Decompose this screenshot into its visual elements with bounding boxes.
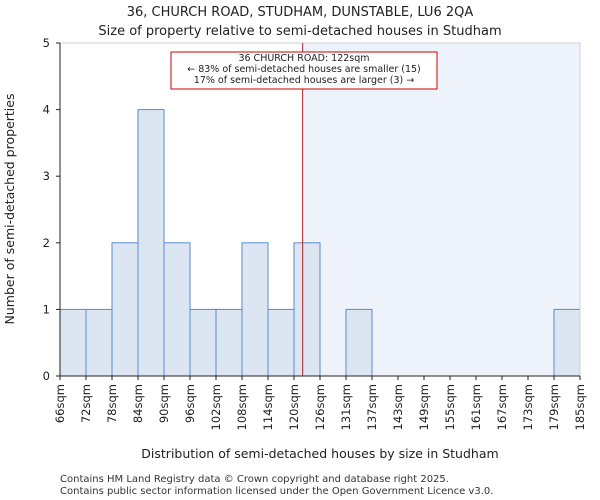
annotation-box [170,51,438,90]
bar-179sqm [553,308,581,377]
x-tick-label: 84sqm [131,384,145,423]
x-tick-label: 72sqm [79,384,93,423]
y-ticks-group: 0 1 2 3 4 5 [43,36,60,383]
annotation-line-3: 17% of semi-detached houses are larger (… [194,75,414,86]
x-tick-label: 108sqm [235,384,249,430]
x-ticks-group: 66sqm 72sqm 78sqm 84sqm 90sqm 96sqm 102sqm 108s… [53,376,587,430]
y-tick-label: 5 [43,36,50,50]
y-tick-label: 4 [43,103,50,117]
x-tick-label: 173sqm [521,384,535,430]
x-tick-label: 131sqm [339,384,353,430]
x-axis-label: Distribution of semi-detached houses by … [141,446,498,461]
x-tick-label: 143sqm [391,384,405,430]
x-tick-label: 149sqm [417,384,431,430]
x-tick-label: 126sqm [313,384,327,430]
bar-78sqm [111,242,139,377]
y-tick-label: 1 [43,302,50,316]
x-tick-label: 66sqm [53,384,67,423]
x-tick-label: 120sqm [287,384,301,430]
bars-group [59,109,581,377]
x-tick-label: 90sqm [157,384,171,423]
x-tick-label: 137sqm [365,384,379,430]
x-tick-label: 179sqm [547,384,561,430]
x-tick-label: 161sqm [469,384,483,430]
x-tick-label: 185sqm [573,384,587,430]
y-tick-label: 2 [43,236,50,250]
footer-line-2: Contains public sector information licen… [60,486,493,497]
bar-131sqm [345,308,373,377]
y-tick-label: 3 [43,169,50,183]
x-tick-label: 96sqm [183,384,197,423]
larger-region-shade [302,43,580,376]
bar-114sqm [267,308,295,377]
annotation-line-2: ← 83% of semi-detached houses are smalle… [187,64,421,75]
marker-annotation: 36 CHURCH ROAD: 122sqm ← 83% of semi-det… [170,51,438,90]
x-tick-label: 114sqm [261,384,275,430]
bar-66sqm [59,308,87,377]
x-tick-label: 78sqm [105,384,119,423]
chart-title: 36, CHURCH ROAD, STUDHAM, DUNSTABLE, LU6… [127,5,474,20]
footer-line-1: Contains HM Land Registry data © Crown c… [60,474,449,485]
y-tick-label: 0 [43,369,50,383]
bar-96sqm [189,308,217,377]
bar-84sqm [137,109,165,377]
bar-120sqm [293,242,321,377]
annotation-line-1: 36 CHURCH ROAD: 122sqm [238,53,369,64]
y-axis-label: Number of semi-detached properties [2,94,17,325]
x-tick-label: 102sqm [209,384,223,430]
chart-subtitle: Size of property relative to semi-detach… [98,24,501,39]
x-tick-label: 155sqm [443,384,457,430]
bar-102sqm [215,308,243,377]
x-tick-label: 167sqm [495,384,509,430]
bar-72sqm [85,308,113,377]
bar-90sqm [163,242,191,377]
bar-108sqm [241,242,269,377]
